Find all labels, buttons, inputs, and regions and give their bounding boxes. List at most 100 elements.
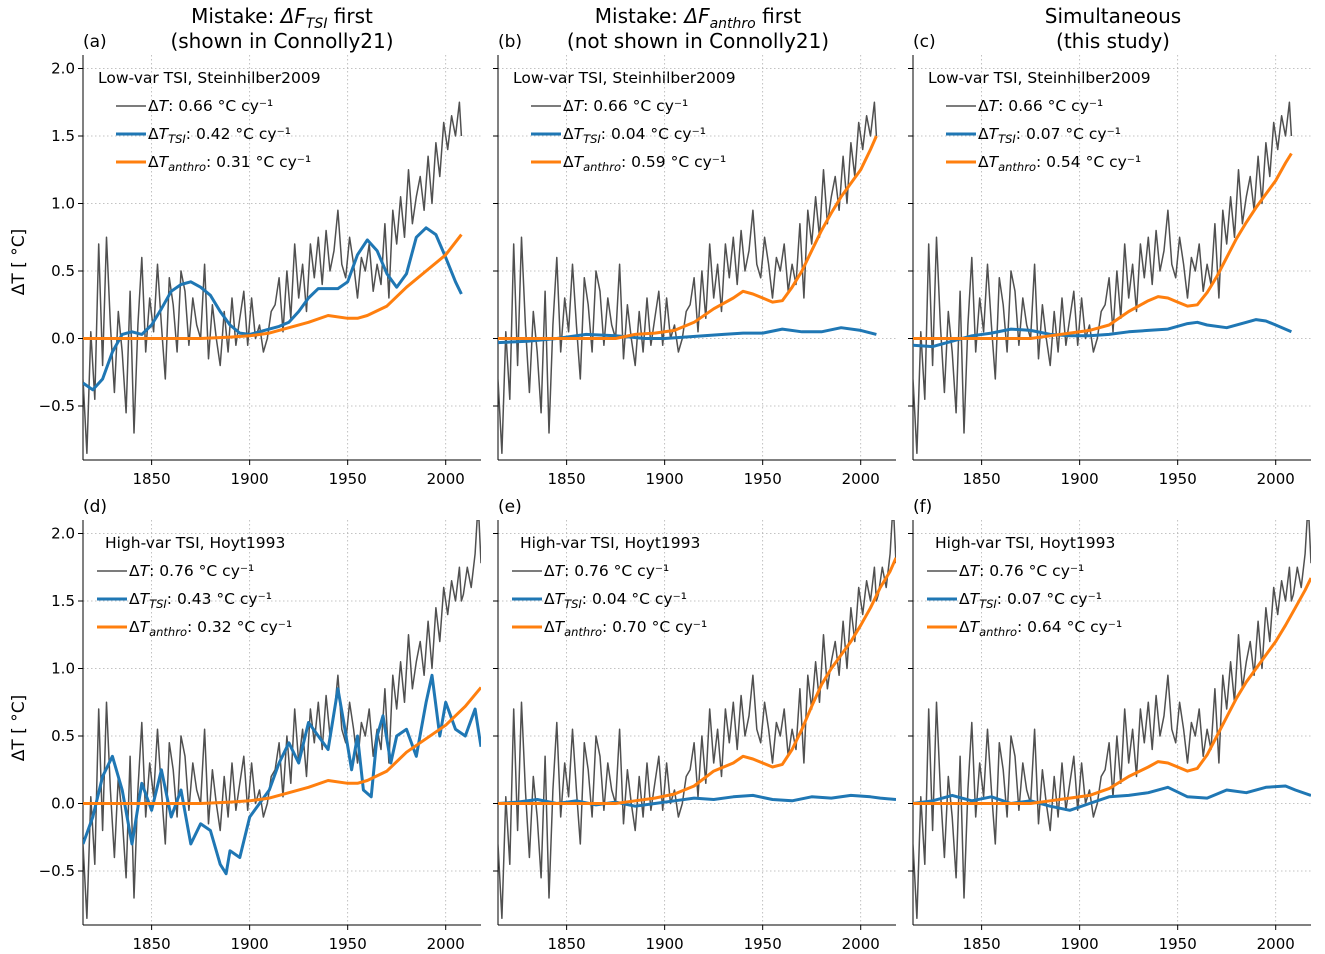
y-tick-label: −0.5 <box>39 862 75 880</box>
legend-title: High-var TSI, Hoyt1993 <box>520 534 700 552</box>
y-tick-label: 0.5 <box>51 727 75 745</box>
y-tick-label: 2.0 <box>51 60 75 78</box>
x-tick-label: 1900 <box>1061 935 1099 953</box>
x-tick-label: 1900 <box>646 935 684 953</box>
x-tick-label: 1950 <box>329 470 367 488</box>
x-tick-label: 1900 <box>646 470 684 488</box>
legend-entry: ΔT: 0.76 °C cy⁻¹ <box>129 562 254 580</box>
plot-area <box>83 101 463 455</box>
series-line-anthro <box>913 577 1311 805</box>
y-tick-label: 1.0 <box>51 660 75 678</box>
x-tick-label: 2000 <box>842 470 880 488</box>
series-line-dT <box>83 520 481 920</box>
series-line-anthro <box>83 686 481 805</box>
legend-entry: ΔTanthro: 0.31 °C cy⁻¹ <box>148 153 311 174</box>
panel-label: (c) <box>913 32 936 52</box>
plot-area <box>498 520 896 920</box>
panel-label: (b) <box>498 32 522 52</box>
series-line-dT <box>913 101 1293 455</box>
column-title-c: Simultaneous <box>1045 4 1181 28</box>
series-line-anthro <box>498 557 896 805</box>
legend-entry: ΔTTSI: 0.07 °C cy⁻¹ <box>978 125 1121 146</box>
panel-label: (f) <box>913 497 932 517</box>
legend-entry: ΔT: 0.76 °C cy⁻¹ <box>544 562 669 580</box>
series-line-anthro <box>83 233 463 340</box>
legend-entry: ΔTanthro: 0.70 °C cy⁻¹ <box>544 618 707 639</box>
column-title-a: Mistake: ΔFTSI first <box>191 4 373 32</box>
legend-entry: ΔT: 0.76 °C cy⁻¹ <box>959 562 1084 580</box>
y-tick-label: 0.0 <box>51 795 75 813</box>
panel-b: 1850 1900 1950 2000 (b) Low-var TSI, Steinhil… <box>493 32 896 488</box>
panel-c: 1850 1900 1950 2000 (c) Low-var TSI, Steinhil… <box>908 32 1311 488</box>
column-title-b: Mistake: ΔFanthro first <box>595 4 802 32</box>
column-subtitle-a: (shown in Connolly21) <box>170 29 393 53</box>
panel-label: (e) <box>498 497 522 517</box>
x-tick-label: 1950 <box>329 935 367 953</box>
legend-entry: ΔTTSI: 0.42 °C cy⁻¹ <box>148 125 291 146</box>
y-axis-label-top: ΔT [ °C] <box>9 229 29 295</box>
x-tick-label: 1850 <box>963 935 1001 953</box>
legend-entry: ΔTTSI: 0.43 °C cy⁻¹ <box>129 590 272 611</box>
y-tick-label: 1.5 <box>51 127 75 145</box>
series-line-dT <box>83 101 463 455</box>
series-line-dT <box>498 520 896 920</box>
y-tick-label: 2.0 <box>51 525 75 543</box>
series-line-anthro <box>498 135 878 340</box>
legend-title: Low-var TSI, Steinhilber2009 <box>513 69 736 87</box>
x-tick-label: 1900 <box>1061 470 1099 488</box>
series-line-dT <box>913 520 1311 920</box>
x-tick-label: 1950 <box>744 470 782 488</box>
x-tick-label: 1900 <box>231 935 269 953</box>
panel-label: (d) <box>83 497 107 517</box>
legend-entry: ΔTanthro: 0.54 °C cy⁻¹ <box>978 153 1141 174</box>
column-subtitle-c: (this study) <box>1056 29 1170 53</box>
panel-f: 1850 1900 1950 2000 (f)High-var TSI, Hoyt199… <box>908 497 1311 953</box>
x-tick-label: 2000 <box>1257 935 1295 953</box>
legend-entry: ΔT: 0.66 °C cy⁻¹ <box>563 97 688 115</box>
y-axis-label-bottom: ΔT [ °C] <box>9 695 29 761</box>
plot-area <box>913 101 1293 455</box>
x-tick-label: 2000 <box>1257 470 1295 488</box>
legend-entry: ΔTanthro: 0.64 °C cy⁻¹ <box>959 618 1122 639</box>
legend-entry: ΔTanthro: 0.59 °C cy⁻¹ <box>563 153 726 174</box>
x-tick-label: 2000 <box>427 935 465 953</box>
legend-title: High-var TSI, Hoyt1993 <box>935 534 1115 552</box>
x-tick-label: 1850 <box>133 470 171 488</box>
x-tick-label: 1850 <box>548 470 586 488</box>
plot-area <box>83 520 481 920</box>
x-tick-label: 1850 <box>963 470 1001 488</box>
legend-entry: ΔTTSI: 0.04 °C cy⁻¹ <box>563 125 706 146</box>
x-tick-label: 2000 <box>427 470 465 488</box>
legend-entry: ΔTTSI: 0.04 °C cy⁻¹ <box>544 590 687 611</box>
legend-title: High-var TSI, Hoyt1993 <box>105 534 285 552</box>
legend-entry: ΔTanthro: 0.32 °C cy⁻¹ <box>129 618 292 639</box>
panel-label: (a) <box>83 32 107 52</box>
series-line-anthro <box>913 152 1293 340</box>
plot-area <box>498 101 878 455</box>
x-tick-label: 1950 <box>1159 935 1197 953</box>
legend-title: Low-var TSI, Steinhilber2009 <box>98 69 321 87</box>
y-tick-label: 1.0 <box>51 195 75 213</box>
plot-area <box>913 520 1311 920</box>
series-line-tsi <box>83 673 481 876</box>
x-tick-label: 1900 <box>231 470 269 488</box>
series-line-tsi <box>498 326 877 345</box>
legend-entry: ΔT: 0.66 °C cy⁻¹ <box>978 97 1103 115</box>
column-subtitle-b: (not shown in Connolly21) <box>567 29 829 53</box>
panel-a: 1850 1900 1950 2000 −0.5 0.0 0.5 1.0 1.5 2.0 (a) Lo… <box>39 32 481 488</box>
y-tick-label: 0.5 <box>51 262 75 280</box>
y-tick-label: 0.0 <box>51 330 75 348</box>
legend-entry: ΔT: 0.66 °C cy⁻¹ <box>148 97 273 115</box>
x-tick-label: 2000 <box>842 935 880 953</box>
series-line-tsi <box>83 226 463 392</box>
panel-e: 1850 1900 1950 2000 (e) High-var TSI, Hoyt199… <box>493 497 896 953</box>
legend-entry: ΔTTSI: 0.07 °C cy⁻¹ <box>959 590 1102 611</box>
series-line-dT <box>498 101 878 455</box>
x-tick-label: 1850 <box>133 935 171 953</box>
x-tick-label: 1950 <box>1159 470 1197 488</box>
y-tick-label: −0.5 <box>39 397 75 415</box>
series-line-tsi <box>913 318 1292 349</box>
legend-title: Low-var TSI, Steinhilber2009 <box>928 69 1151 87</box>
x-tick-label: 1850 <box>548 935 586 953</box>
